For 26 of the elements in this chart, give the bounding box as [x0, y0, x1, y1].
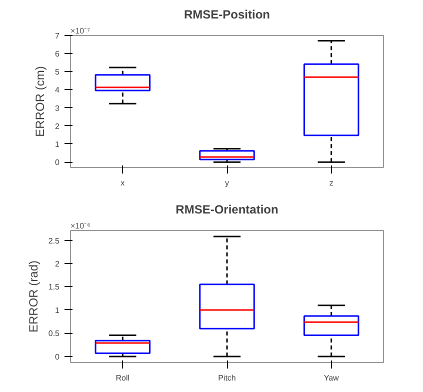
- y-tick-label: 5: [55, 68, 60, 77]
- y-tick-label: 6: [55, 50, 60, 59]
- x-tick-label: Pitch: [218, 374, 236, 382]
- y-tick-label: 1.5: [48, 282, 60, 292]
- y-tick-label: 0: [55, 352, 60, 362]
- y-tick-label: 3: [55, 104, 60, 113]
- y-tick-label: 0.5: [48, 329, 60, 338]
- x-tick-label: Yaw: [324, 374, 340, 382]
- y-tick-label: 2.5: [48, 236, 60, 246]
- chart-title: RMSE-Position: [184, 8, 270, 22]
- x-tick-label: z: [329, 178, 334, 188]
- chart-title: RMSE-Orientation: [176, 202, 278, 216]
- y-tick-label: 2: [55, 122, 60, 131]
- x-tick-label: y: [225, 178, 229, 188]
- y-tick-label: 7: [55, 32, 60, 40]
- annotation: ×10⁻⁷: [70, 26, 90, 36]
- y-tick-label: 0: [55, 158, 60, 168]
- y-tick-label: 2: [55, 260, 60, 268]
- x-tick-label: x: [120, 178, 125, 188]
- y-tick-label: 1: [55, 140, 60, 149]
- y-axis-title: ERROR (rad): [26, 260, 40, 333]
- text: ×10⁻⁶: [70, 222, 90, 230]
- y-tick-label: 1: [55, 306, 60, 315]
- x-tick-label: Roll: [116, 374, 130, 382]
- y-tick-label: 4: [55, 86, 60, 95]
- y-axis-title: ERROR (cm): [33, 66, 48, 137]
